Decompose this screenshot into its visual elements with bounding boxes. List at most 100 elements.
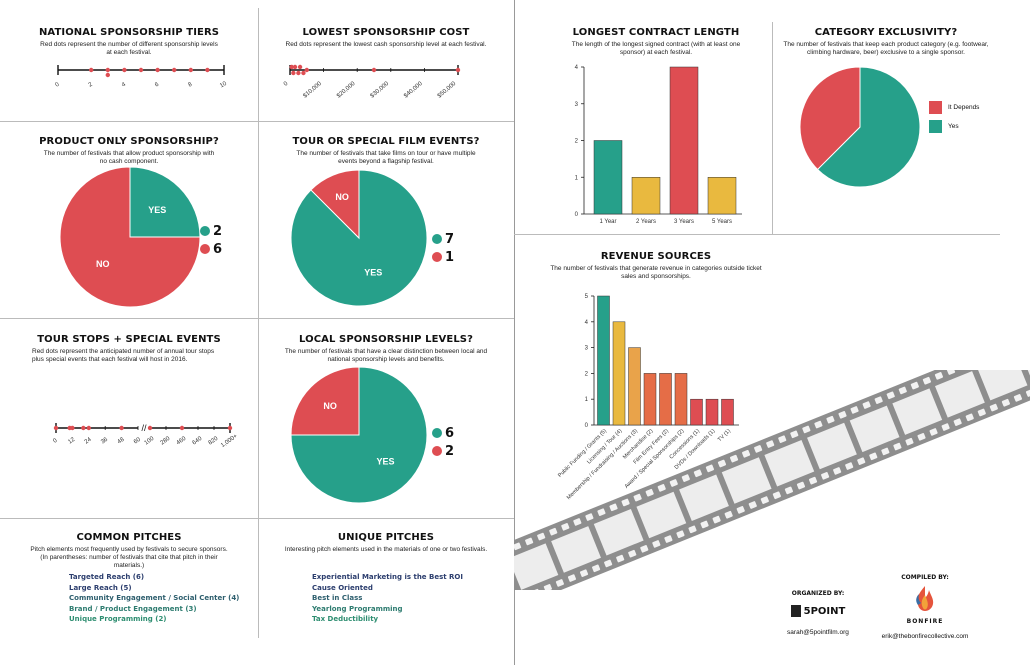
legend-label: Yes — [948, 123, 959, 130]
tiers-panel: NATIONAL SPONSORSHIP TIERS Red dots repr… — [0, 27, 258, 57]
pie-slice — [800, 67, 861, 171]
film-sprocket-hole — [965, 413, 974, 422]
tick-label: 0 — [283, 81, 290, 88]
film-sprocket-hole — [555, 579, 564, 587]
common-panel: COMMON PITCHES Pitch elements most frequ… — [0, 532, 258, 570]
film-sprocket-hole — [705, 464, 715, 473]
stops-subtitle: Red dots represent the anticipated numbe… — [32, 348, 215, 363]
y-tick-label: 0 — [585, 423, 589, 429]
film-sprocket-hole — [543, 584, 552, 590]
list-item: Experiential Marketing is the Best ROI — [312, 573, 463, 581]
product-pie-chart: YES NO — [60, 167, 200, 307]
data-dot — [289, 64, 294, 70]
y-tick-label: 5 — [585, 294, 589, 300]
legend-no-dot — [432, 445, 442, 456]
bonfire-flame-icon — [916, 586, 934, 611]
stops-dot-plot: // 0 12 24 36 48 60 100 280 460 640 820 1,000+ — [52, 423, 239, 449]
local-pie-chart: YES NO — [291, 367, 427, 503]
bar — [690, 398, 703, 426]
data-dot — [119, 425, 124, 431]
y-tick-label: 3 — [575, 102, 579, 108]
stops-title: TOUR STOPS + SPECIAL EVENTS — [37, 334, 221, 345]
film-frame — [551, 526, 601, 573]
film-sprocket-hole — [881, 447, 890, 456]
local-no-count: 2 — [445, 444, 455, 459]
unique-list: Experiential Marketing is the Best ROI C… — [312, 572, 463, 625]
organizer-email[interactable]: sarah@5pointfilm.org — [787, 629, 849, 636]
film-sprocket-hole — [862, 401, 871, 409]
product-no-count: 6 — [213, 242, 223, 257]
film-sprocket-hole — [657, 484, 666, 492]
film-frame — [593, 508, 644, 556]
tour-subtitle: The number of festivals that take films … — [296, 150, 476, 165]
bar — [597, 295, 610, 426]
product-title: PRODUCT ONLY SPONSORSHIP? — [39, 136, 219, 147]
list-item: Unique Programming (2) — [69, 615, 167, 623]
organizer-block: ORGANIZED BY: 5POINT sarah@5pointfilm.or… — [768, 590, 868, 636]
product-panel: PRODUCT ONLY SPONSORSHIP? The number of … — [0, 136, 258, 166]
pie-slice-label: YES — [376, 456, 394, 466]
pie-slice — [816, 67, 920, 187]
pie-slice-label: YES — [364, 268, 382, 278]
film-sprocket-hole — [874, 396, 883, 404]
film-frame — [721, 457, 772, 504]
stops-panel: TOUR STOPS + SPECIAL EVENTS Red dots rep… — [0, 334, 258, 364]
bar — [631, 177, 661, 215]
tiers-dot-plot: 0 2 4 6 8 10 — [55, 65, 228, 90]
pie-slice-label: NO — [96, 259, 110, 269]
film-sprocket-hole — [633, 493, 642, 502]
x-tick-label: 2 Years — [636, 219, 656, 225]
pie-slice — [60, 167, 200, 307]
tick-label: 820 — [208, 435, 220, 446]
page-fold — [514, 0, 515, 665]
contract-panel: LONGEST CONTRACT LENGTH The length of th… — [540, 27, 772, 57]
legend-swatch-it-depends — [929, 101, 942, 114]
organizer-logo: 5POINT — [768, 605, 868, 617]
product-legend: 2 6 — [200, 222, 222, 258]
tick-label: 10 — [219, 81, 228, 90]
film-sprocket-hole — [742, 449, 751, 458]
film-sprocket-hole — [910, 381, 919, 390]
pie-slice — [291, 367, 360, 436]
film-strip-decoration — [514, 370, 1030, 590]
film-sprocket-hole — [616, 554, 625, 563]
film-sprocket-hole — [821, 471, 830, 480]
bar — [721, 398, 734, 426]
5point-logo-icon — [790, 605, 801, 617]
film-frame — [849, 405, 900, 453]
tiers-subtitle: Red dots represent the number of differe… — [40, 41, 218, 56]
pie-slice — [129, 167, 200, 238]
film-sprocket-hole — [934, 372, 944, 380]
tick-label: 1,000+ — [220, 433, 239, 449]
compiler-email[interactable]: erik@thebonfirecollective.com — [881, 633, 969, 640]
y-tick-label: 1 — [585, 397, 589, 403]
tick-label: 2 — [88, 81, 94, 88]
bar — [612, 321, 626, 426]
list-item: Large Reach (5) — [69, 583, 132, 592]
y-tick-label: 0 — [575, 212, 579, 218]
data-dot — [147, 425, 153, 431]
film-sprocket-hole — [567, 574, 577, 582]
data-dot — [122, 67, 127, 73]
film-sprocket-hole — [886, 391, 895, 400]
data-dot — [70, 425, 75, 431]
film-sprocket-hole — [579, 569, 589, 577]
film-sprocket-hole — [796, 481, 806, 490]
legend-yes-dot — [200, 225, 210, 236]
list-item: Brand / Product Engagement (3) — [69, 604, 197, 613]
film-sprocket-hole — [640, 545, 649, 553]
film-sprocket-hole — [729, 454, 739, 463]
film-sprocket-hole — [953, 418, 962, 427]
film-sprocket-hole — [628, 549, 637, 558]
legend-yes-dot — [432, 233, 442, 244]
film-sprocket-hole — [838, 411, 847, 419]
tick-label: $40,000 — [403, 81, 424, 100]
film-sprocket-hole — [652, 540, 661, 548]
exclusivity-title: CATEGORY EXCLUSIVITY? — [814, 27, 958, 38]
local-yes-count: 6 — [445, 426, 455, 441]
film-sprocket-hole — [869, 452, 878, 461]
film-sprocket-hole — [778, 435, 787, 443]
common-list: Targeted Reach (6) Large Reach (5) Commu… — [69, 572, 239, 625]
film-sprocket-hole — [669, 479, 678, 487]
